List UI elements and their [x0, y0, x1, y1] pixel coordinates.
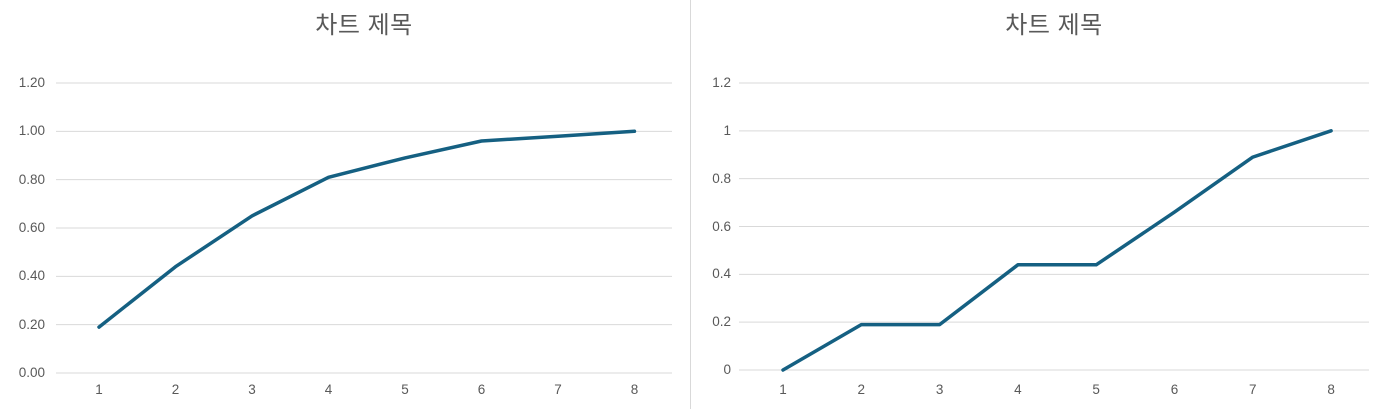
- x-tick-label: 5: [1092, 382, 1100, 397]
- y-tick-label: 0.00: [18, 365, 45, 380]
- y-tick-label: 0.2: [712, 314, 731, 330]
- y-tick-label: 1.2: [712, 75, 731, 90]
- y-tick-label: 1: [723, 122, 731, 138]
- y-tick-label: 0.8: [712, 170, 731, 186]
- y-tick-label: 0.6: [712, 218, 731, 234]
- x-tick-label: 3: [248, 382, 256, 397]
- y-tick-label: 0.40: [18, 268, 45, 284]
- x-tick-label: 4: [324, 382, 333, 397]
- x-tick-label: 6: [1170, 382, 1179, 397]
- y-tick-label: 0.60: [18, 220, 45, 235]
- x-tick-label: 5: [401, 382, 409, 397]
- chart-title-right: 차트 제목: [1005, 12, 1103, 39]
- y-tick-label: 0.4: [712, 266, 731, 282]
- x-tick-label: 7: [1249, 382, 1257, 397]
- x-tick-label: 2: [171, 382, 180, 397]
- data-series-line: [781, 129, 1333, 372]
- y-tick-label: 0.20: [18, 316, 45, 332]
- x-tick-label: 1: [95, 382, 103, 397]
- plot-area: [739, 82, 1369, 372]
- x-tick-label: 8: [630, 382, 639, 397]
- x-tick-label: 3: [935, 382, 944, 397]
- chart-title-left: 차트 제목: [315, 12, 413, 39]
- x-tick-label: 1: [779, 382, 787, 397]
- y-tick-label: 0: [723, 362, 731, 377]
- x-tick-label: 6: [477, 382, 486, 397]
- x-tick-label: 7: [554, 382, 562, 397]
- line-chart-left: 차트 제목 0.00 0.20 0.40 0.60 0.80 1.00 1.20 1 2 3 4 5 6…: [18, 12, 672, 397]
- line-chart-right: 차트 제목 0 0.2 0.4 0.6 0.8 1 1.2 1 2 3 4 5 6 7 8: [690, 0, 1375, 409]
- gridlines: [56, 82, 672, 374]
- plot-area: [56, 82, 672, 374]
- y-tick-label: 0.80: [18, 171, 45, 187]
- gridlines: [739, 82, 1369, 371]
- x-tick-label: 4: [1014, 382, 1022, 397]
- y-tick-label: 1.20: [18, 75, 45, 90]
- x-tick-label: 2: [857, 382, 866, 397]
- y-tick-label: 1.00: [18, 123, 45, 139]
- x-tick-label: 8: [1327, 382, 1335, 397]
- data-series-line: [97, 129, 637, 329]
